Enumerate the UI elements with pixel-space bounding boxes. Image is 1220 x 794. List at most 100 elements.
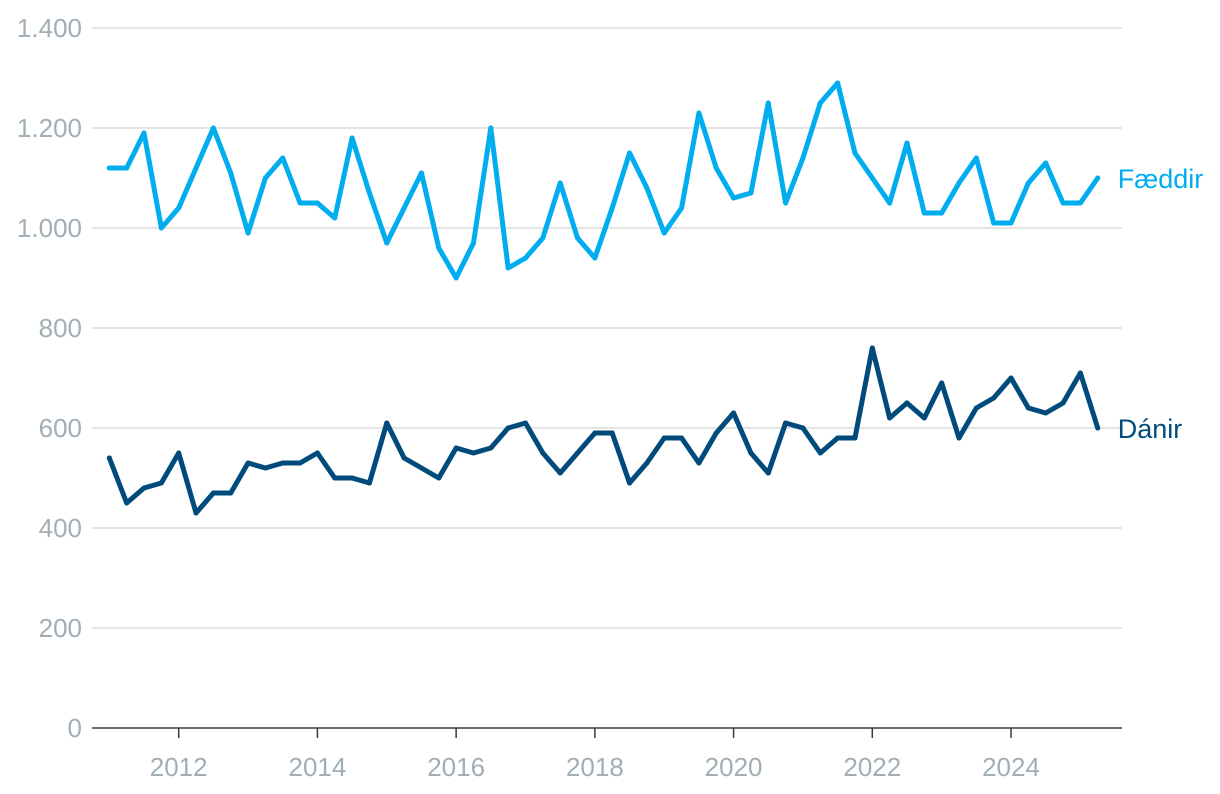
data-point	[366, 190, 372, 196]
data-point	[349, 475, 355, 481]
y-tick-label: 600	[39, 413, 82, 443]
data-point	[783, 200, 789, 206]
data-point	[644, 460, 650, 466]
data-point	[540, 235, 546, 241]
data-point	[661, 435, 667, 441]
data-point	[713, 430, 719, 436]
data-point	[106, 455, 112, 461]
data-point	[939, 210, 945, 216]
data-point	[1095, 175, 1101, 181]
y-tick-label: 1.200	[17, 113, 82, 143]
data-point	[627, 150, 633, 156]
data-point	[349, 135, 355, 141]
x-tick-label: 2012	[150, 752, 208, 782]
data-point	[783, 420, 789, 426]
data-point	[991, 395, 997, 401]
data-point	[523, 420, 529, 426]
data-point	[921, 210, 927, 216]
data-point	[575, 235, 581, 241]
data-point	[280, 155, 286, 161]
data-point	[1008, 220, 1014, 226]
y-tick-label: 1.400	[17, 13, 82, 43]
data-point	[262, 175, 268, 181]
data-point	[592, 430, 598, 436]
x-tick-label: 2020	[705, 752, 763, 782]
data-point	[401, 205, 407, 211]
data-point	[436, 245, 442, 251]
data-point	[176, 205, 182, 211]
y-tick-label: 200	[39, 613, 82, 643]
data-point	[679, 205, 685, 211]
data-point	[609, 430, 615, 436]
data-point	[523, 255, 529, 261]
data-point	[158, 225, 164, 231]
data-point	[817, 450, 823, 456]
data-point	[835, 80, 841, 86]
data-point	[1077, 200, 1083, 206]
data-point	[106, 165, 112, 171]
data-point	[245, 230, 251, 236]
series-label-f-ddir: Fæddir	[1118, 164, 1204, 194]
series-lines	[106, 80, 1101, 516]
data-point	[1043, 160, 1049, 166]
data-point	[939, 380, 945, 386]
data-point	[505, 425, 511, 431]
data-point	[332, 215, 338, 221]
x-tick-label: 2024	[982, 752, 1040, 782]
data-point	[505, 265, 511, 271]
data-point	[1060, 200, 1066, 206]
data-point	[436, 475, 442, 481]
series-labels: Fæddir Dánir	[1118, 164, 1204, 444]
data-point	[314, 200, 320, 206]
data-point	[470, 240, 476, 246]
data-point	[609, 205, 615, 211]
data-point	[1043, 410, 1049, 416]
data-point	[765, 470, 771, 476]
data-point	[627, 480, 633, 486]
data-point	[991, 220, 997, 226]
y-tick-label: 0	[68, 713, 82, 743]
data-point	[1025, 180, 1031, 186]
x-tick-label: 2018	[566, 752, 624, 782]
data-point	[1095, 425, 1101, 431]
data-point	[210, 125, 216, 131]
data-point	[973, 405, 979, 411]
data-point	[661, 230, 667, 236]
data-point	[418, 170, 424, 176]
data-point	[488, 125, 494, 131]
data-point	[731, 195, 737, 201]
data-point	[644, 185, 650, 191]
data-point	[158, 480, 164, 486]
data-point	[1077, 370, 1083, 376]
series-points-d-nir	[106, 345, 1101, 516]
y-tick-label: 1.000	[17, 213, 82, 243]
data-point	[713, 165, 719, 171]
series-label-d-nir: Dánir	[1118, 414, 1183, 444]
data-point	[800, 155, 806, 161]
data-point	[817, 100, 823, 106]
x-tick-label: 2022	[843, 752, 901, 782]
data-point	[956, 435, 962, 441]
data-point	[748, 190, 754, 196]
data-point	[124, 165, 130, 171]
data-point	[1025, 405, 1031, 411]
y-tick-label: 800	[39, 313, 82, 343]
data-point	[852, 150, 858, 156]
data-point	[384, 420, 390, 426]
data-point	[800, 425, 806, 431]
x-axis: 2012 2014 2016 2018 2020 2022 2024	[92, 727, 1122, 782]
data-point	[401, 455, 407, 461]
data-point	[297, 460, 303, 466]
data-point	[453, 445, 459, 451]
data-point	[1060, 400, 1066, 406]
data-point	[887, 200, 893, 206]
data-point	[314, 450, 320, 456]
data-point	[973, 155, 979, 161]
gridlines	[92, 27, 1122, 629]
x-tick-label: 2014	[288, 752, 346, 782]
data-point	[124, 500, 130, 506]
data-point	[869, 345, 875, 351]
data-point	[228, 170, 234, 176]
data-point	[366, 480, 372, 486]
